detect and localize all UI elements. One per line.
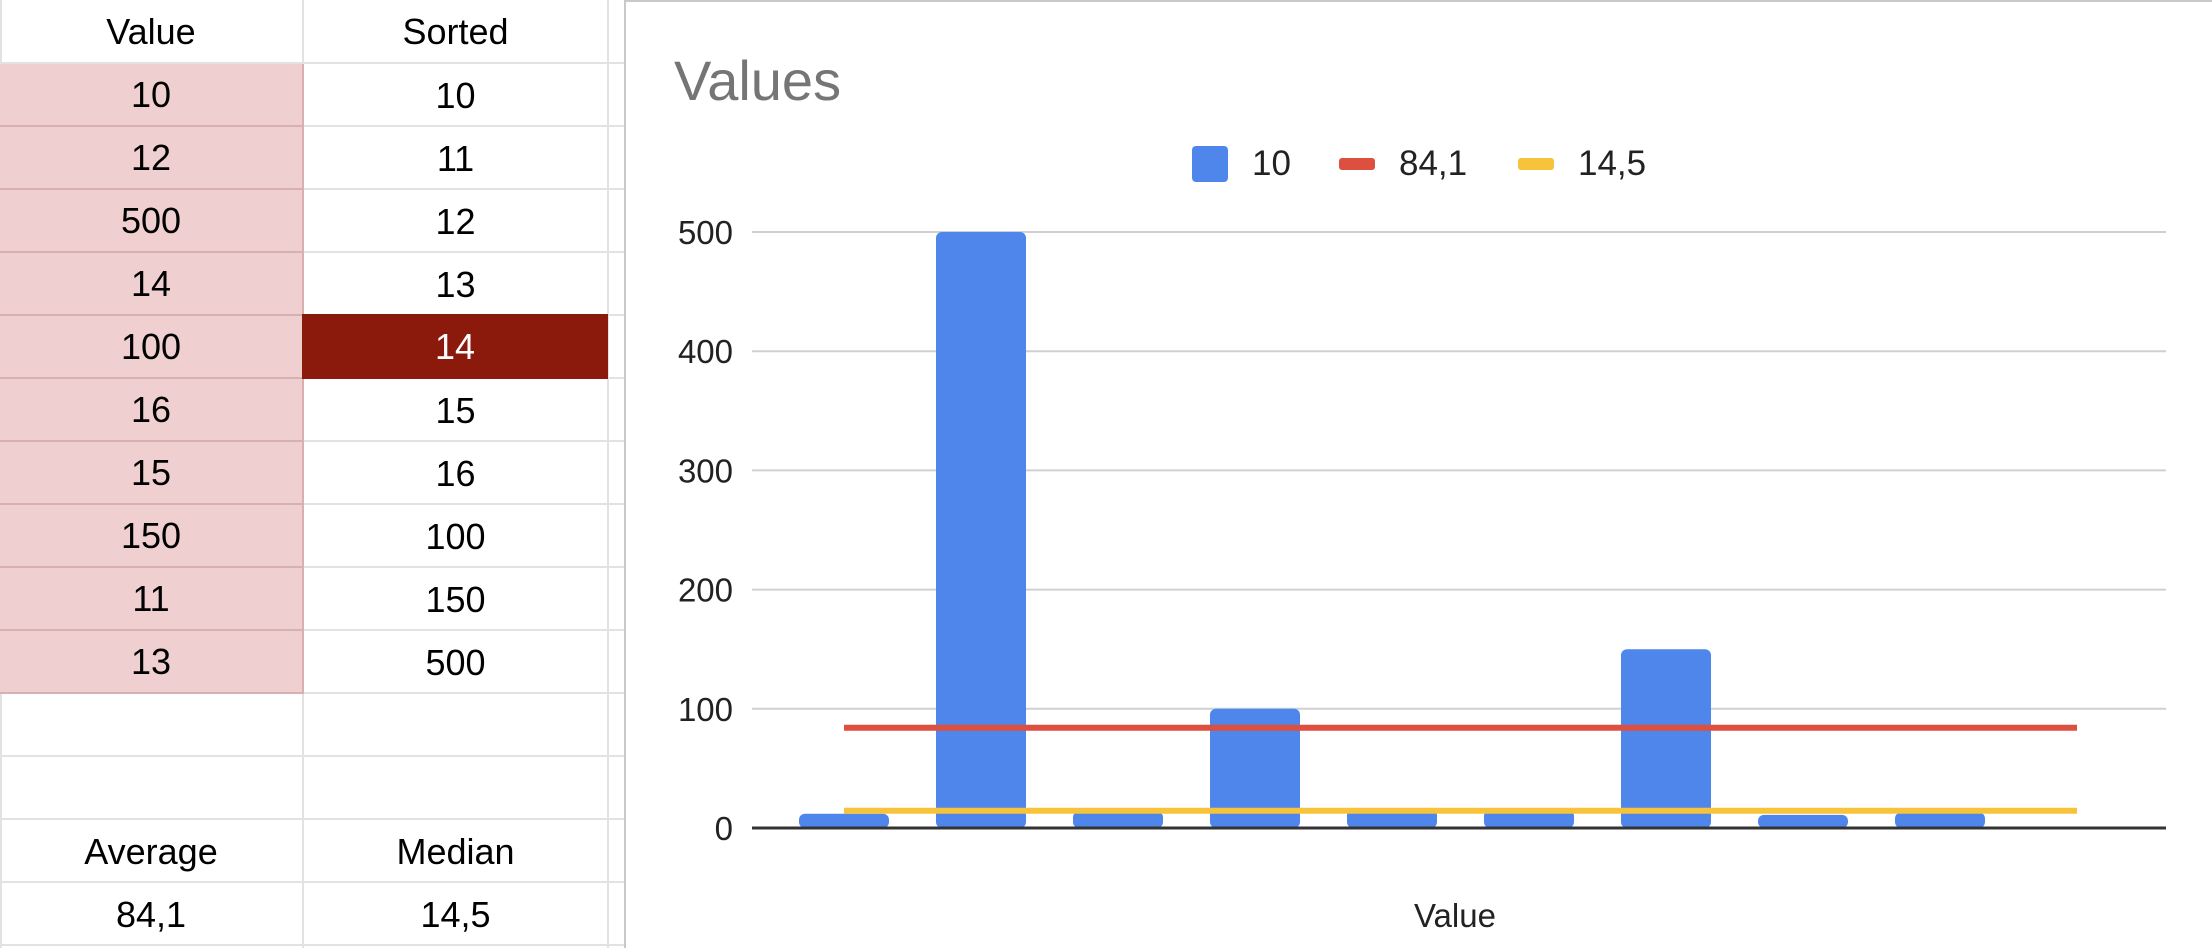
gridline [607, 0, 609, 948]
gridline [0, 62, 624, 64]
legend-item-median[interactable]: 14,5 [1518, 144, 1646, 184]
sorted-cell[interactable]: 100 [425, 515, 486, 557]
legend-label: 10 [1252, 144, 1291, 183]
legend-label: 14,5 [1578, 144, 1647, 183]
x-axis-label: Value [1414, 897, 1496, 934]
value-cell[interactable]: 12 [0, 127, 304, 190]
gridline [0, 755, 624, 757]
value-cell[interactable]: 15 [0, 442, 304, 505]
average-label[interactable]: Average [84, 830, 218, 872]
gridline [0, 629, 624, 631]
sorted-cell[interactable]: 13 [435, 263, 476, 305]
value-cell[interactable]: 13 [0, 631, 304, 694]
bar [1484, 810, 1574, 828]
sorted-cell[interactable]: 10 [435, 74, 476, 116]
sorted-cell[interactable]: 15 [435, 389, 476, 431]
value-cell[interactable]: 11 [0, 568, 304, 631]
legend-swatch-line-icon [1339, 158, 1375, 170]
gridline [0, 251, 624, 253]
y-tick-label: 500 [678, 214, 733, 251]
gridline [0, 818, 624, 820]
gridline [0, 881, 624, 883]
y-tick-label: 300 [678, 452, 733, 489]
bar [1895, 812, 1985, 828]
sorted-cell[interactable]: 11 [436, 137, 475, 179]
y-tick-label: 200 [678, 572, 733, 609]
value-cell[interactable]: 100 [0, 316, 304, 379]
value-cell[interactable]: 14 [0, 253, 304, 316]
chart-panel[interactable] [624, 0, 2212, 948]
sorted-cell[interactable]: 12 [435, 200, 476, 242]
legend-swatch-square-icon [1192, 146, 1228, 182]
value-cell[interactable]: 150 [0, 505, 304, 568]
chart-title: Values [674, 49, 842, 112]
value-cell[interactable]: 16 [0, 379, 304, 442]
bar [1073, 811, 1163, 828]
gridline [0, 188, 624, 190]
bar [799, 813, 889, 828]
y-tick-label: 100 [678, 691, 733, 728]
sorted-cell-selected[interactable]: 14 [302, 314, 608, 379]
legend-item-average[interactable]: 84,1 [1339, 144, 1467, 184]
median-value[interactable]: 14,5 [420, 893, 491, 935]
legend-item-bars[interactable]: 10 [1192, 144, 1291, 184]
sorted-cell[interactable]: 500 [425, 641, 486, 683]
gridline [0, 440, 624, 442]
header-value[interactable]: Value [106, 10, 196, 52]
legend-label: 84,1 [1399, 144, 1468, 183]
legend-swatch-line-icon [1518, 158, 1554, 170]
header-sorted[interactable]: Sorted [402, 10, 509, 52]
y-tick-label: 400 [678, 333, 733, 370]
spreadsheet-grid: Value Sorted 10 12 500 14 100 16 15 150 … [0, 0, 624, 948]
gridline [0, 692, 624, 694]
value-cell[interactable]: 500 [0, 190, 304, 253]
y-tick-label: 0 [715, 810, 733, 847]
value-cell[interactable]: 10 [0, 64, 304, 127]
median-label[interactable]: Median [396, 830, 515, 872]
average-value[interactable]: 84,1 [115, 893, 187, 935]
gridline [0, 125, 624, 127]
bar [936, 232, 1026, 828]
gridline [0, 503, 624, 505]
bar [1758, 814, 1848, 828]
sorted-cell[interactable]: 16 [435, 452, 476, 494]
bar [1210, 708, 1300, 828]
bar [1621, 649, 1711, 828]
gridline [0, 566, 624, 568]
sorted-cell[interactable]: 150 [425, 578, 486, 620]
gridline [0, 944, 624, 946]
